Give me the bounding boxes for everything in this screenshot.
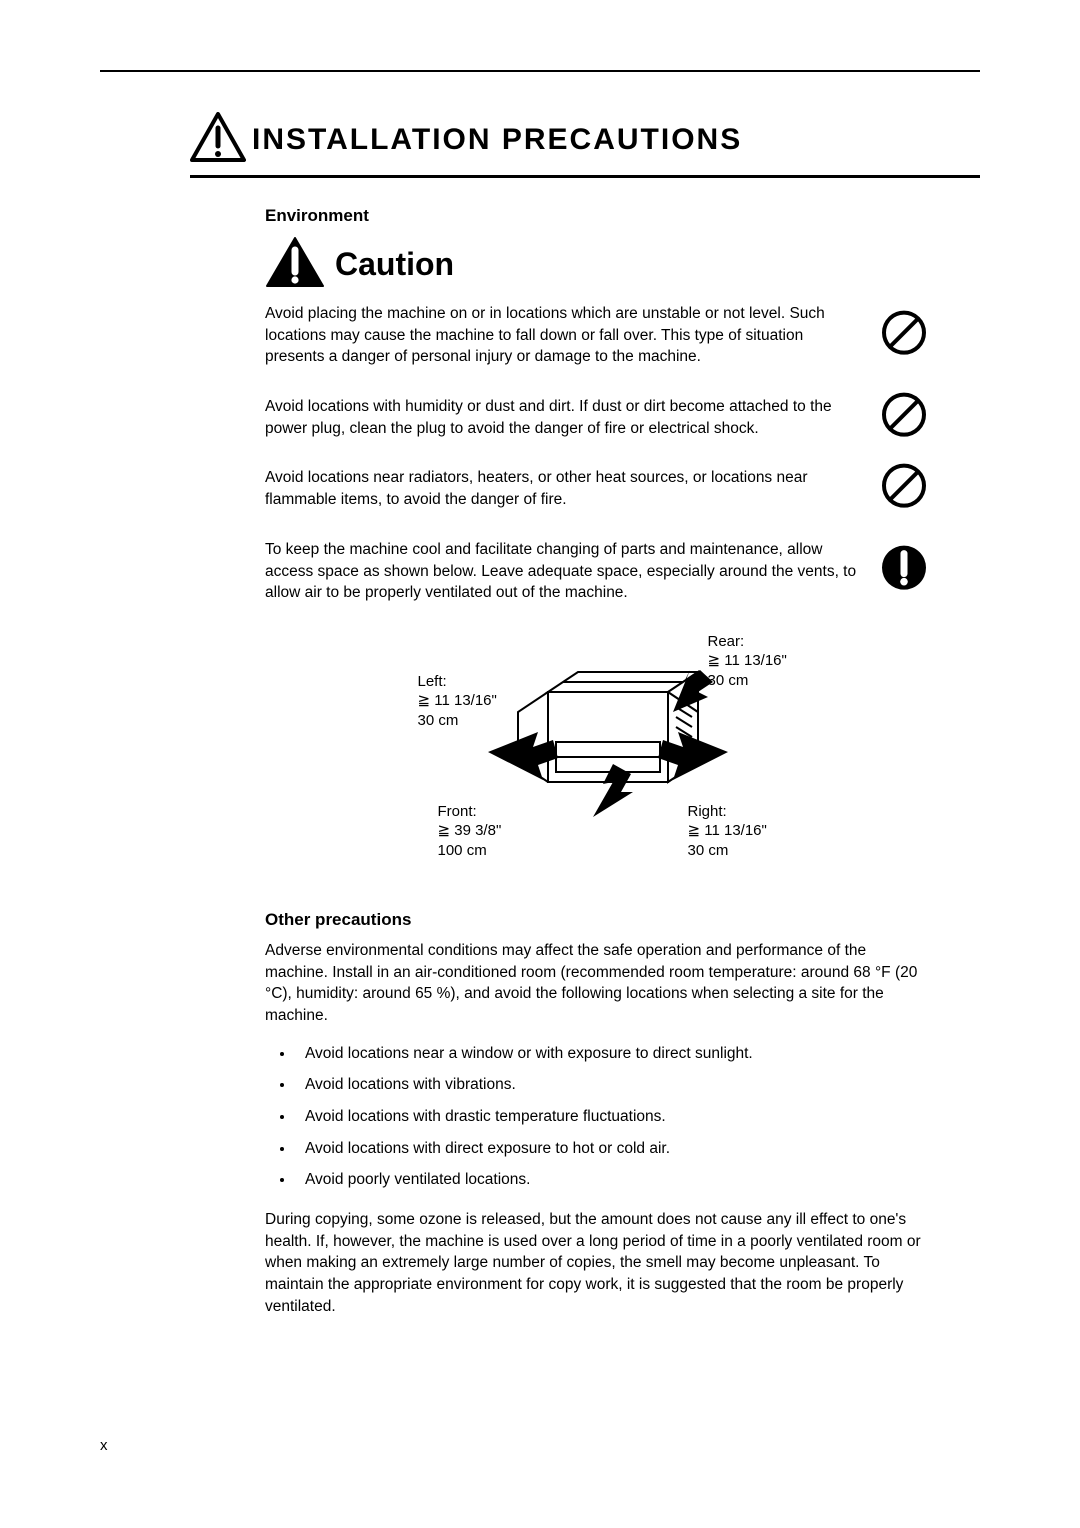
caution-row: Caution [265, 236, 930, 293]
caution-triangle-icon [265, 236, 325, 293]
precaution-bullet-list: Avoid locations near a window or with ex… [295, 1043, 930, 1191]
prohibit-icon [880, 390, 928, 445]
other-precautions-heading: Other precautions [265, 910, 930, 930]
diagram-label-front: Front: ≧ 39 3/8" 100 cm [438, 802, 502, 861]
content-column: Environment Caution Avoid placing the ma… [265, 206, 930, 1318]
caution-para-2: Avoid locations with humidity or dust an… [265, 396, 930, 439]
caution-para-3-text: Avoid locations near radiators, heaters,… [265, 469, 808, 508]
caution-para-4: To keep the machine cool and facilitate … [265, 539, 930, 604]
diagram-label-rear: Rear: ≧ 11 13/16" 30 cm [708, 632, 787, 691]
warning-triangle-icon [190, 112, 246, 167]
list-item: Avoid locations with drastic temperature… [295, 1106, 930, 1128]
prohibit-icon [880, 462, 928, 517]
environment-heading: Environment [265, 206, 930, 226]
diagram-label-left: Left: ≧ 11 13/16" 30 cm [418, 672, 497, 731]
caution-para-1: Avoid placing the machine on or in locat… [265, 303, 930, 368]
list-item: Avoid poorly ventilated locations. [295, 1169, 930, 1191]
caution-para-3: Avoid locations near radiators, heaters,… [265, 467, 930, 510]
diagram-label-right: Right: ≧ 11 13/16" 30 cm [688, 802, 767, 861]
list-item: Avoid locations with direct exposure to … [295, 1138, 930, 1160]
clearance-diagram: Left: ≧ 11 13/16" 30 cm Rear: ≧ 11 13/16… [265, 632, 930, 882]
main-heading: INSTALLATION PRECAUTIONS [252, 123, 742, 157]
list-item: Avoid locations with vibrations. [295, 1074, 930, 1096]
other-intro-para: Adverse environmental conditions may aff… [265, 940, 930, 1027]
caution-para-2-text: Avoid locations with humidity or dust an… [265, 398, 832, 437]
main-heading-block: INSTALLATION PRECAUTIONS [190, 112, 980, 178]
caution-para-4-text: To keep the machine cool and facilitate … [265, 541, 856, 601]
caution-label: Caution [335, 246, 454, 283]
caution-para-1-text: Avoid placing the machine on or in locat… [265, 305, 825, 365]
mandatory-icon [880, 544, 928, 599]
other-outro-para: During copying, some ozone is released, … [265, 1209, 930, 1317]
prohibit-icon [880, 308, 928, 363]
page-number: x [100, 1437, 108, 1454]
page-top-rule [100, 70, 980, 72]
list-item: Avoid locations near a window or with ex… [295, 1043, 930, 1065]
